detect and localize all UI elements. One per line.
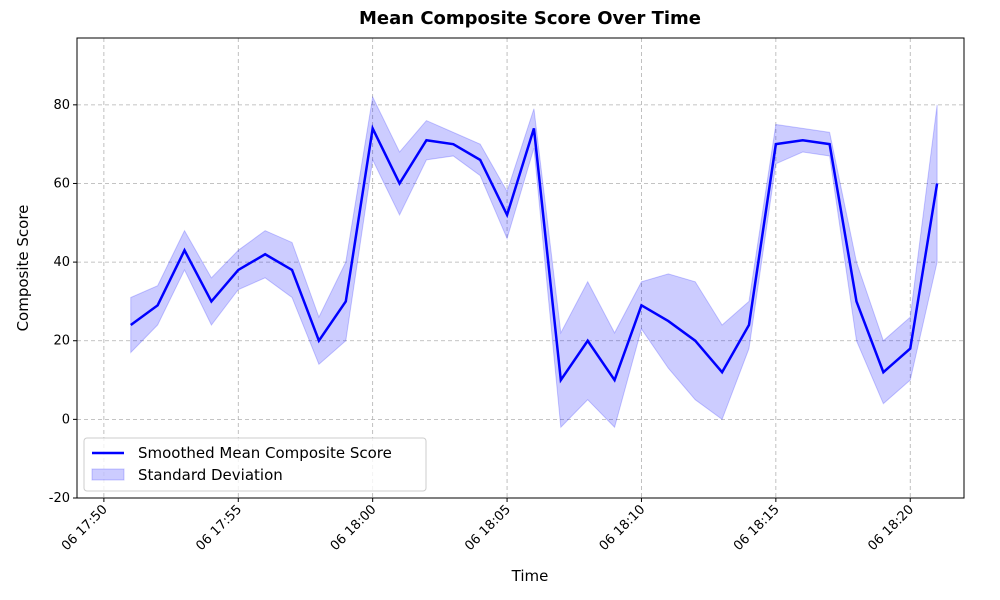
x-tick-label: 06 18:20 xyxy=(865,502,917,554)
x-tick-label: 06 17:55 xyxy=(193,502,245,554)
x-axis-label: Time xyxy=(511,567,549,585)
x-tick-label: 06 18:10 xyxy=(597,502,649,554)
x-tick-label: 06 18:05 xyxy=(462,502,514,554)
y-tick-label: 40 xyxy=(53,255,70,270)
x-tick-label: 06 18:15 xyxy=(731,502,783,554)
legend-box xyxy=(83,437,427,492)
y-tick-label: -20 xyxy=(49,491,70,506)
y-tick-label: 60 xyxy=(53,176,70,191)
chart-title: Mean Composite Score Over Time xyxy=(359,8,701,29)
std-band xyxy=(130,95,938,429)
legend-label: Standard Deviation xyxy=(138,466,283,484)
legend-label: Smoothed Mean Composite Score xyxy=(138,444,392,462)
y-tick-label: 80 xyxy=(53,98,70,113)
y-tick-label: 0 xyxy=(62,412,70,427)
mean-line xyxy=(130,124,939,384)
x-tick-label: 06 17:50 xyxy=(59,502,111,554)
plot-frame xyxy=(76,37,965,499)
legend-swatch xyxy=(91,468,125,481)
y-axis-label: Composite Score xyxy=(14,205,32,332)
y-tick-label: 20 xyxy=(53,334,70,349)
x-tick-label: 06 18:00 xyxy=(328,502,380,554)
